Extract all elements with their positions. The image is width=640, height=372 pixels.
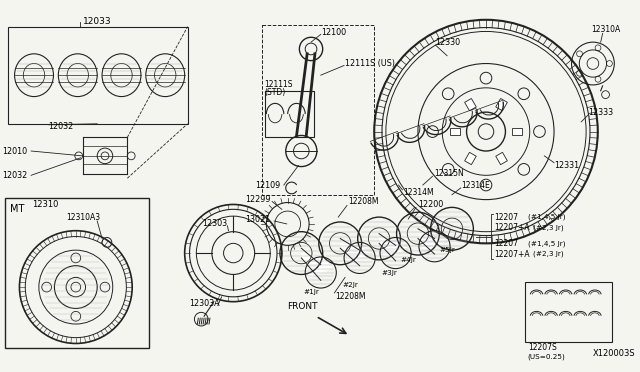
Bar: [5, 198, 148, 348]
Text: 12207+A: 12207+A: [494, 223, 529, 232]
Text: #4Jr: #4Jr: [401, 257, 417, 263]
Text: 12314M: 12314M: [403, 188, 434, 197]
Text: 12207S: 12207S: [528, 343, 557, 352]
Text: 13021: 13021: [245, 215, 270, 224]
Text: #3Jr: #3Jr: [381, 270, 397, 276]
Text: 12032: 12032: [2, 171, 27, 180]
Text: 12207: 12207: [494, 239, 518, 248]
Text: (US=0.25): (US=0.25): [528, 354, 566, 360]
Bar: [8, 26, 188, 124]
Text: 12200: 12200: [418, 200, 444, 209]
Text: MT: MT: [10, 204, 24, 214]
Bar: [496, 153, 508, 165]
Text: 12314E: 12314E: [461, 180, 490, 189]
Bar: [266, 91, 314, 137]
Text: 12310A3: 12310A3: [66, 213, 100, 222]
Text: 12208M: 12208M: [335, 292, 366, 301]
Bar: [450, 128, 460, 135]
Text: 12315N: 12315N: [435, 169, 464, 178]
Text: 12032: 12032: [49, 122, 74, 131]
Text: 12303: 12303: [202, 219, 227, 228]
Text: 12111S (US): 12111S (US): [345, 59, 395, 68]
Text: (#1,4,5 Jr): (#1,4,5 Jr): [528, 240, 565, 247]
Text: 12208M: 12208M: [348, 197, 378, 206]
Polygon shape: [340, 243, 371, 263]
Text: (#2,3 Jr): (#2,3 Jr): [532, 225, 563, 231]
Text: 12330: 12330: [435, 38, 461, 46]
Polygon shape: [418, 234, 445, 251]
Bar: [262, 25, 374, 195]
Bar: [465, 153, 476, 165]
Text: #1Jr: #1Jr: [303, 289, 319, 295]
Bar: [512, 128, 522, 135]
Text: X120003S: X120003S: [593, 349, 636, 358]
Text: 12033: 12033: [83, 17, 111, 26]
Text: 12010: 12010: [2, 147, 27, 155]
Text: 12303A: 12303A: [189, 299, 220, 308]
Text: 12207: 12207: [494, 213, 518, 222]
Text: FRONT: FRONT: [287, 302, 317, 311]
Bar: [525, 282, 612, 343]
Text: 12109: 12109: [255, 180, 280, 189]
Bar: [496, 99, 508, 111]
Text: (STD): (STD): [264, 88, 285, 97]
Polygon shape: [301, 253, 332, 278]
Text: 12299: 12299: [245, 195, 271, 204]
Polygon shape: [379, 238, 406, 258]
Text: 12100: 12100: [321, 28, 346, 37]
Text: #5Jr: #5Jr: [439, 247, 455, 253]
Text: 12331: 12331: [554, 161, 579, 170]
Text: 12111S: 12111S: [264, 80, 293, 89]
Text: 12207+A: 12207+A: [494, 250, 529, 259]
Text: #2Jr: #2Jr: [342, 282, 358, 288]
Text: 12310A: 12310A: [591, 25, 620, 34]
Text: 12333: 12333: [588, 108, 613, 117]
Text: (#2,3 Jr): (#2,3 Jr): [532, 251, 563, 257]
Text: 12310: 12310: [32, 200, 58, 209]
Bar: [465, 99, 476, 111]
Text: (#1,4,5 Jr): (#1,4,5 Jr): [528, 214, 565, 220]
